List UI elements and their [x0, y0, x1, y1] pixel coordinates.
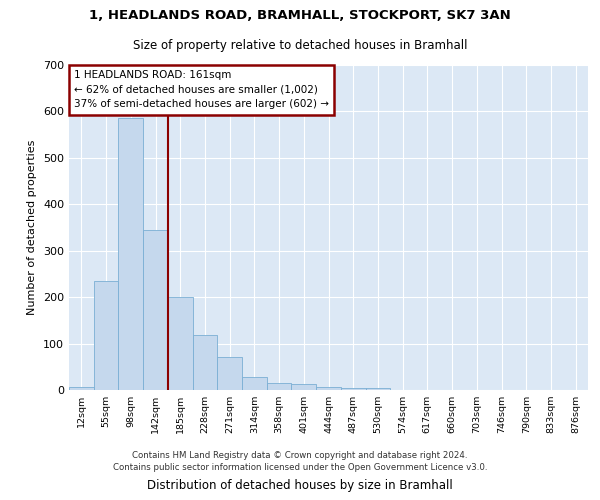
Text: 1, HEADLANDS ROAD, BRAMHALL, STOCKPORT, SK7 3AN: 1, HEADLANDS ROAD, BRAMHALL, STOCKPORT, …: [89, 9, 511, 22]
Text: 1 HEADLANDS ROAD: 161sqm
← 62% of detached houses are smaller (1,002)
37% of sem: 1 HEADLANDS ROAD: 161sqm ← 62% of detach…: [74, 70, 329, 110]
Text: Distribution of detached houses by size in Bramhall: Distribution of detached houses by size …: [147, 480, 453, 492]
Bar: [94, 281, 118, 390]
Text: Contains HM Land Registry data © Crown copyright and database right 2024.
Contai: Contains HM Land Registry data © Crown c…: [113, 451, 487, 472]
Bar: [69, 387, 94, 390]
Bar: [292, 384, 316, 390]
Bar: [341, 388, 365, 390]
Bar: [143, 230, 168, 390]
Bar: [267, 383, 292, 390]
Bar: [118, 118, 143, 390]
Bar: [242, 378, 267, 390]
Bar: [168, 297, 193, 390]
Bar: [365, 388, 390, 390]
Y-axis label: Number of detached properties: Number of detached properties: [28, 140, 37, 315]
Bar: [193, 335, 217, 390]
Text: Size of property relative to detached houses in Bramhall: Size of property relative to detached ho…: [133, 39, 467, 52]
Bar: [316, 387, 341, 390]
Bar: [217, 356, 242, 390]
